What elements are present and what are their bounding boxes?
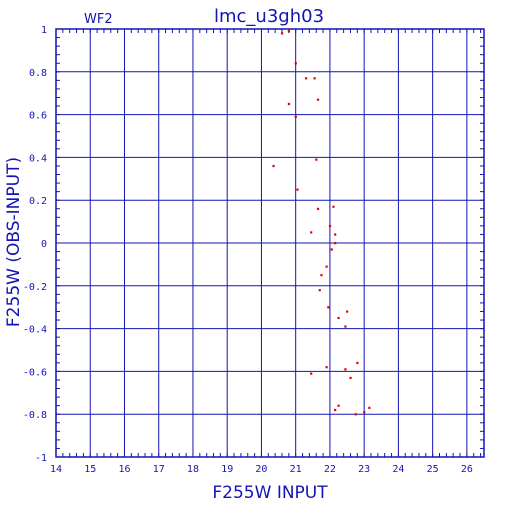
data-point	[349, 376, 352, 380]
data-point	[344, 368, 347, 371]
data-point	[272, 164, 275, 168]
data-point	[280, 32, 284, 35]
x-axis-label: F255W INPUT	[212, 483, 328, 503]
data-point	[368, 406, 371, 409]
data-point	[346, 310, 349, 313]
chart-title: lmc_u3gh03	[214, 6, 324, 27]
y-axis-label: F255W (OBS-INPUT)	[4, 157, 24, 327]
data-point	[328, 224, 332, 228]
x-tick-label: 24	[392, 464, 404, 475]
y-tick-label: 0.4	[29, 153, 47, 164]
x-tick-label: 15	[84, 464, 96, 475]
x-tick-label: 16	[118, 464, 130, 475]
data-point	[325, 265, 328, 268]
data-point	[287, 102, 291, 106]
plot-frame	[55, 28, 485, 458]
data-point	[310, 372, 313, 375]
data-point	[304, 77, 308, 80]
data-point	[334, 233, 337, 236]
data-point	[337, 404, 340, 407]
x-tick-label: 19	[221, 464, 233, 475]
y-tick-label: 1	[41, 25, 47, 36]
data-point	[327, 306, 330, 309]
y-tick-label: -1	[35, 453, 47, 464]
data-point	[316, 98, 320, 101]
x-tick-label: 14	[50, 464, 62, 475]
x-tick-label: 18	[187, 464, 199, 475]
data-point	[332, 205, 335, 208]
y-tick-label: 0.2	[29, 196, 47, 207]
y-tick-label: -0.6	[23, 367, 47, 378]
grid-lines	[55, 28, 484, 458]
x-tick-label: 21	[290, 464, 302, 475]
tick-labels: 14 15 16 17 18 19 20 21 22 23 24 25 26 1 0.8 0.6 0.4 0.2 0…	[23, 25, 473, 475]
data-point	[330, 248, 333, 251]
data-points	[272, 30, 371, 416]
data-point	[363, 411, 366, 414]
x-tick-label: 20	[255, 464, 267, 475]
data-point	[356, 361, 359, 365]
data-point	[337, 316, 340, 320]
data-point	[313, 77, 316, 80]
data-point	[325, 366, 328, 369]
data-point	[316, 207, 320, 210]
data-point	[310, 231, 313, 234]
data-point	[334, 242, 337, 245]
data-point	[318, 289, 321, 292]
x-tick-label: 22	[324, 464, 336, 475]
y-tick-label: 0	[41, 239, 47, 250]
data-point	[287, 30, 291, 33]
x-tick-label: 25	[427, 464, 439, 475]
y-tick-label: 0.8	[29, 68, 47, 79]
x-tick-label: 17	[153, 464, 165, 475]
data-point	[294, 62, 297, 65]
x-tick-label: 26	[461, 464, 473, 475]
data-point	[296, 188, 299, 191]
data-point	[344, 325, 347, 328]
data-point	[315, 158, 318, 161]
y-tick-label: -0.4	[23, 325, 47, 336]
x-tick-label: 23	[358, 464, 370, 475]
data-point	[354, 413, 357, 416]
chart-subtitle: WF2	[84, 12, 113, 27]
data-point	[334, 408, 337, 412]
y-tick-label: 0.6	[29, 111, 47, 122]
y-tick-label: -0.8	[23, 410, 47, 421]
data-point	[294, 115, 297, 118]
y-tick-label: -0.2	[23, 282, 47, 293]
data-point	[320, 274, 323, 277]
